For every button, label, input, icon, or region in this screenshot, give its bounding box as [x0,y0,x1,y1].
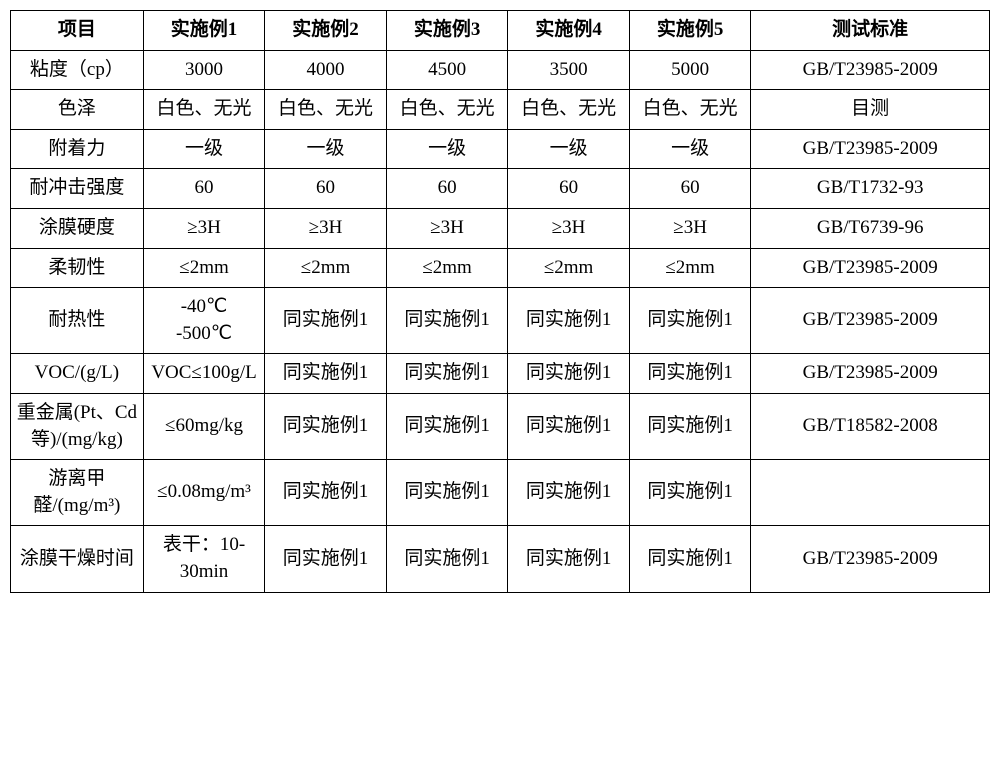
col-header-ex2: 实施例2 [265,11,387,51]
cell-value: 4000 [265,50,387,90]
cell-item: 色泽 [11,90,144,130]
col-header-ex5: 实施例5 [629,11,751,51]
cell-item: 附着力 [11,129,144,169]
cell-value: 同实施例1 [629,288,751,354]
table-row: 涂膜硬度 ≥3H ≥3H ≥3H ≥3H ≥3H GB/T6739-96 [11,208,990,248]
cell-value: 白色、无光 [508,90,630,130]
cell-item: 耐冲击强度 [11,169,144,209]
cell-value: ≤2mm [265,248,387,288]
cell-value: 同实施例1 [508,288,630,354]
table-row: 附着力 一级 一级 一级 一级 一级 GB/T23985-2009 [11,129,990,169]
cell-item: 涂膜干燥时间 [11,526,144,592]
cell-value: ≤0.08mg/m³ [143,460,265,526]
cell-standard: GB/T23985-2009 [751,50,990,90]
cell-value: 同实施例1 [265,526,387,592]
cell-value: 同实施例1 [386,460,508,526]
cell-standard [751,460,990,526]
cell-value: 3000 [143,50,265,90]
cell-value: 3500 [508,50,630,90]
cell-value: 同实施例1 [265,460,387,526]
cell-value: 同实施例1 [386,393,508,459]
cell-value: 白色、无光 [265,90,387,130]
cell-value: ≥3H [265,208,387,248]
cell-item: 粘度（cp） [11,50,144,90]
cell-value: 表干：10-30min [143,526,265,592]
cell-value: 5000 [629,50,751,90]
cell-item: 重金属(Pt、Cd等)/(mg/kg) [11,393,144,459]
cell-value: ≤2mm [508,248,630,288]
cell-value: 同实施例1 [265,288,387,354]
table-row: 柔韧性 ≤2mm ≤2mm ≤2mm ≤2mm ≤2mm GB/T23985-2… [11,248,990,288]
cell-standard: GB/T6739-96 [751,208,990,248]
cell-value: ≥3H [386,208,508,248]
table-row: 粘度（cp） 3000 4000 4500 3500 5000 GB/T2398… [11,50,990,90]
cell-value: 同实施例1 [508,460,630,526]
cell-value: 同实施例1 [508,393,630,459]
cell-value: 60 [143,169,265,209]
cell-value: 60 [508,169,630,209]
cell-standard: GB/T23985-2009 [751,354,990,394]
cell-value: ≤2mm [386,248,508,288]
col-header-item: 项目 [11,11,144,51]
col-header-standard: 测试标准 [751,11,990,51]
col-header-ex4: 实施例4 [508,11,630,51]
cell-value: 同实施例1 [508,354,630,394]
cell-value: 60 [386,169,508,209]
cell-value: -40℃-500℃ [143,288,265,354]
cell-value: ≥3H [143,208,265,248]
cell-standard: GB/T23985-2009 [751,129,990,169]
table-row: 游离甲醛/(mg/m³) ≤0.08mg/m³ 同实施例1 同实施例1 同实施例… [11,460,990,526]
table-row: 色泽 白色、无光 白色、无光 白色、无光 白色、无光 白色、无光 目测 [11,90,990,130]
cell-value: 同实施例1 [386,526,508,592]
cell-value: 白色、无光 [143,90,265,130]
cell-value: 同实施例1 [508,526,630,592]
cell-value: 同实施例1 [386,288,508,354]
cell-value: 同实施例1 [265,354,387,394]
cell-value: 同实施例1 [386,354,508,394]
cell-value: 同实施例1 [629,526,751,592]
cell-value: ≥3H [629,208,751,248]
cell-value: VOC≤100g/L [143,354,265,394]
cell-item: 游离甲醛/(mg/m³) [11,460,144,526]
table-header-row: 项目 实施例1 实施例2 实施例3 实施例4 实施例5 测试标准 [11,11,990,51]
table-row: VOC/(g/L) VOC≤100g/L 同实施例1 同实施例1 同实施例1 同… [11,354,990,394]
table-row: 重金属(Pt、Cd等)/(mg/kg) ≤60mg/kg 同实施例1 同实施例1… [11,393,990,459]
cell-standard: GB/T23985-2009 [751,288,990,354]
cell-standard: 目测 [751,90,990,130]
cell-value: 同实施例1 [265,393,387,459]
cell-value: 同实施例1 [629,354,751,394]
cell-item: 涂膜硬度 [11,208,144,248]
table-row: 耐冲击强度 60 60 60 60 60 GB/T1732-93 [11,169,990,209]
cell-standard: GB/T23985-2009 [751,526,990,592]
cell-value: ≥3H [508,208,630,248]
data-table: 项目 实施例1 实施例2 实施例3 实施例4 实施例5 测试标准 粘度（cp） … [10,10,990,593]
cell-value: 一级 [629,129,751,169]
cell-value: 一级 [265,129,387,169]
cell-value: 白色、无光 [629,90,751,130]
cell-standard: GB/T23985-2009 [751,248,990,288]
cell-value: ≤60mg/kg [143,393,265,459]
table-row: 涂膜干燥时间 表干：10-30min 同实施例1 同实施例1 同实施例1 同实施… [11,526,990,592]
cell-value: 一级 [386,129,508,169]
cell-value: 一级 [143,129,265,169]
table-body: 粘度（cp） 3000 4000 4500 3500 5000 GB/T2398… [11,50,990,592]
cell-item: 柔韧性 [11,248,144,288]
cell-standard: GB/T1732-93 [751,169,990,209]
cell-value: 60 [265,169,387,209]
col-header-ex1: 实施例1 [143,11,265,51]
cell-value: 60 [629,169,751,209]
cell-value: ≤2mm [629,248,751,288]
cell-value: 4500 [386,50,508,90]
cell-value: 同实施例1 [629,393,751,459]
cell-item: VOC/(g/L) [11,354,144,394]
cell-value: 一级 [508,129,630,169]
col-header-ex3: 实施例3 [386,11,508,51]
cell-item: 耐热性 [11,288,144,354]
cell-value: 白色、无光 [386,90,508,130]
cell-value: 同实施例1 [629,460,751,526]
cell-value: ≤2mm [143,248,265,288]
cell-standard: GB/T18582-2008 [751,393,990,459]
table-row: 耐热性 -40℃-500℃ 同实施例1 同实施例1 同实施例1 同实施例1 GB… [11,288,990,354]
